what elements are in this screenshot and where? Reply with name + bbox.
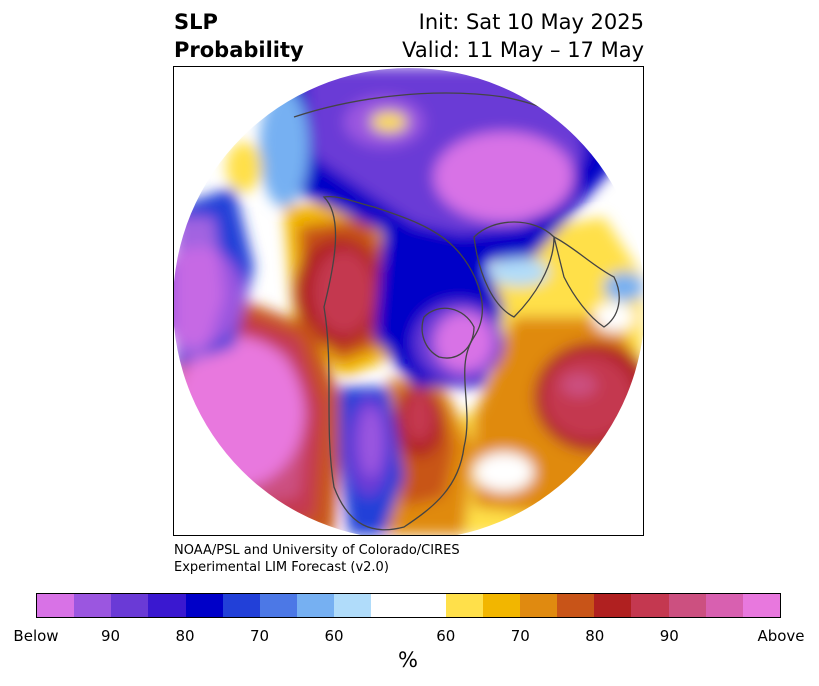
credit-line-2: Experimental LIM Forecast (v2.0)	[174, 560, 389, 575]
colorbar-tick-label: 90	[100, 627, 121, 645]
colorbar-segment	[185, 594, 223, 617]
colorbar-segment	[111, 594, 149, 617]
coastline-hudson-bay	[421, 307, 475, 359]
colorbar-segment	[334, 594, 372, 617]
title-product: Probability	[174, 38, 304, 62]
colorbar-segment	[445, 594, 483, 617]
colorbar-tick-label: 70	[249, 627, 270, 645]
colorbar-segment	[222, 594, 260, 617]
map-frame	[173, 66, 644, 536]
colorbar-segment	[520, 594, 558, 617]
colorbar-segment	[37, 594, 75, 617]
colorbar-segment	[705, 594, 743, 617]
colorbar-segment	[74, 594, 112, 617]
title-left: SLP Probability	[174, 8, 304, 64]
colorbar-tick-label: Above	[757, 627, 805, 645]
colorbar-tick-label: 80	[585, 627, 605, 645]
colorbar-segment	[259, 594, 298, 617]
colorbar-segment	[371, 594, 446, 617]
colorbar-segment	[148, 594, 186, 617]
colorbar-segment	[482, 594, 521, 617]
coastline-greenland	[473, 221, 555, 318]
colorbar-segment	[742, 594, 781, 617]
credit-text: NOAA/PSL and University of Colorado/CIRE…	[174, 542, 460, 576]
colorbar-units: %	[398, 648, 418, 672]
colorbar-tick-label: 70	[510, 627, 530, 645]
colorbar-tick-label: 80	[175, 627, 195, 645]
colorbar-tick-label: 90	[659, 627, 679, 645]
coastline-north-america	[322, 196, 483, 531]
colorbar-segment	[631, 594, 669, 617]
valid-range: Valid: 11 May – 17 May	[402, 38, 644, 62]
colorbar-segment	[557, 594, 595, 617]
colorbar-tick-label: Below	[13, 627, 59, 645]
colorbar-tick-label: 60	[436, 627, 456, 645]
title-variable: SLP	[174, 10, 218, 34]
colorbar-tick-label: 60	[324, 627, 344, 645]
colorbar	[36, 593, 781, 618]
init-date: Init: Sat 10 May 2025	[418, 10, 644, 34]
colorbar-segment	[668, 594, 706, 617]
title-right: Init: Sat 10 May 2025 Valid: 11 May – 17…	[402, 8, 644, 64]
credit-line-1: NOAA/PSL and University of Colorado/CIRE…	[174, 543, 460, 558]
colorbar-segment	[297, 594, 335, 617]
forecast-map	[174, 68, 643, 535]
coastline-europe	[553, 235, 620, 328]
colorbar-segment	[594, 594, 632, 617]
